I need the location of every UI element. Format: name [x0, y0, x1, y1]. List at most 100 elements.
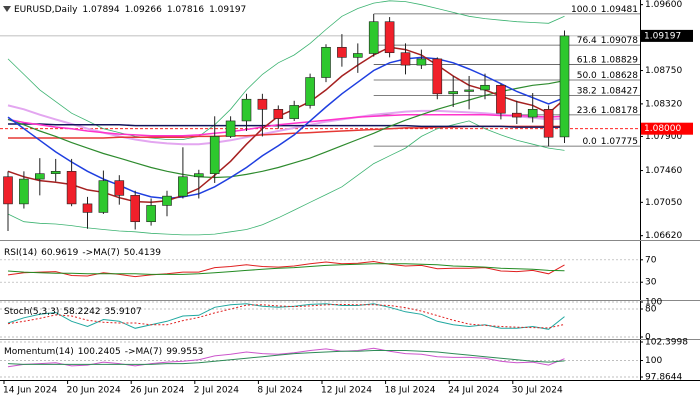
x-tick-label: 20 Jun 2024 — [67, 386, 121, 396]
y-tick-label: 1.07460 — [645, 166, 682, 176]
x-tick-label: 30 Jul 2024 — [512, 386, 563, 396]
candle-body — [384, 21, 395, 54]
candle-body — [368, 21, 379, 54]
panel-title: Momentum(14) 100.2405 ->MA(7) 99.9553 — [4, 347, 203, 357]
ma-name: ->MA(7) — [125, 347, 162, 357]
candle-body — [480, 84, 490, 91]
fib-price: 1.09481 — [601, 4, 638, 14]
candle-body — [162, 195, 172, 206]
indicator-line — [7, 0, 565, 140]
price-line-label: 1.08000 — [644, 124, 681, 134]
x-tick-label: 18 Jul 2024 — [385, 386, 436, 396]
indicator-name: Stoch(5,3,3) — [4, 307, 59, 317]
header-low: 1.07816 — [167, 5, 204, 15]
ma-value: 50.4139 — [124, 248, 161, 258]
indicator-name: RSI(14) — [4, 248, 37, 258]
fib-label: 50.0 1.08628 — [577, 71, 639, 81]
indicator-value: 58.2242 — [63, 307, 100, 317]
fib-level: 100.0 — [571, 4, 597, 14]
candle-body — [273, 109, 284, 119]
y-tick-label: 1.09600 — [645, 0, 682, 10]
indicator-value: 100.2405 — [78, 347, 121, 357]
y-tick-label: 1.07050 — [645, 198, 682, 208]
fib-level: 76.4 — [577, 36, 597, 46]
candle-body — [432, 58, 443, 95]
x-tick-label: 24 Jul 2024 — [448, 386, 499, 396]
candle-body — [527, 109, 538, 118]
candle-body — [337, 46, 347, 58]
candle-body — [3, 176, 13, 205]
symbol-icon — [3, 6, 11, 12]
indicator-name: Momentum(14) — [4, 347, 74, 357]
header-high: 1.09266 — [125, 5, 162, 15]
x-tick-label: 26 Jun 2024 — [130, 386, 184, 396]
candle-body — [289, 105, 300, 119]
y-tick-label: 100 — [645, 356, 662, 366]
fib-level: 38.2 — [577, 86, 597, 96]
candle-body — [178, 176, 188, 197]
candle-body — [559, 35, 570, 138]
chart-title: EURUSD,Daily — [14, 5, 78, 15]
current-price-label: 1.09197 — [644, 31, 681, 41]
fib-label: 38.2 1.08427 — [577, 86, 638, 96]
indicator-line — [7, 113, 565, 137]
candle-body — [114, 180, 125, 196]
y-tick-label: 30 — [645, 278, 657, 288]
y-tick-label: 1.06620 — [645, 231, 682, 241]
indicator-line — [7, 120, 565, 236]
candle-body — [34, 173, 45, 180]
header-open: 1.07894 — [82, 5, 119, 15]
indicator-line — [7, 260, 565, 278]
candle-body — [19, 178, 29, 205]
ma-value: 99.9553 — [166, 347, 203, 357]
candle-body — [50, 171, 61, 174]
candle-body — [66, 171, 77, 205]
indicator-line — [7, 347, 565, 368]
candle-body — [241, 98, 252, 122]
y-tick-label: 97.8644 — [645, 373, 682, 383]
fib-level: 0.0 — [582, 137, 597, 147]
candle-body — [496, 84, 506, 114]
x-tick-label: 12 Jul 2024 — [321, 386, 372, 396]
y-tick-label: 102.3998 — [645, 338, 688, 348]
candle-body — [82, 203, 93, 213]
candle-body — [321, 46, 331, 78]
fib-label: 0.0 1.07775 — [582, 137, 638, 147]
fib-price: 1.07775 — [601, 137, 638, 147]
fib-label: 23.6 1.08178 — [577, 105, 639, 115]
y-tick-label: 0 — [645, 333, 651, 343]
indicator-line — [7, 56, 565, 200]
fib-price: 1.08628 — [601, 71, 638, 81]
current-price-box — [641, 29, 693, 42]
candle-body — [225, 120, 236, 137]
indicator-line — [7, 263, 565, 275]
candle-body — [448, 91, 459, 95]
candle-body — [352, 53, 363, 58]
candle-body — [305, 77, 315, 106]
y-tick-label: 1.07900 — [645, 132, 682, 142]
candle-body — [209, 136, 220, 174]
fib-level: 61.8 — [577, 55, 597, 65]
y-tick-label: 100 — [645, 298, 662, 308]
y-tick-label: 80 — [645, 305, 657, 315]
indicator-line — [7, 80, 565, 179]
fib-price: 1.08427 — [601, 86, 638, 96]
chart-header: EURUSD,Daily 1.07894 1.09266 1.07816 1.09197 — [14, 5, 246, 15]
price-line-box — [641, 122, 693, 135]
indicator-line — [8, 123, 565, 128]
fib-label: 61.8 1.08829 — [577, 55, 639, 65]
indicator-value: 60.9619 — [41, 248, 78, 258]
indicator-line — [7, 303, 565, 330]
candle-body — [98, 180, 109, 213]
indicator-line — [7, 350, 565, 365]
header-close: 1.09197 — [209, 5, 246, 15]
fib-label: 76.4 1.09078 — [577, 36, 639, 46]
candle-body — [257, 98, 268, 110]
candle-body — [194, 173, 204, 178]
candle-body — [130, 195, 140, 223]
candle-body — [416, 58, 427, 66]
panel-title: RSI(14) 60.9619 ->MA(7) 50.4139 — [4, 248, 161, 258]
y-tick-label: 70 — [645, 255, 657, 265]
